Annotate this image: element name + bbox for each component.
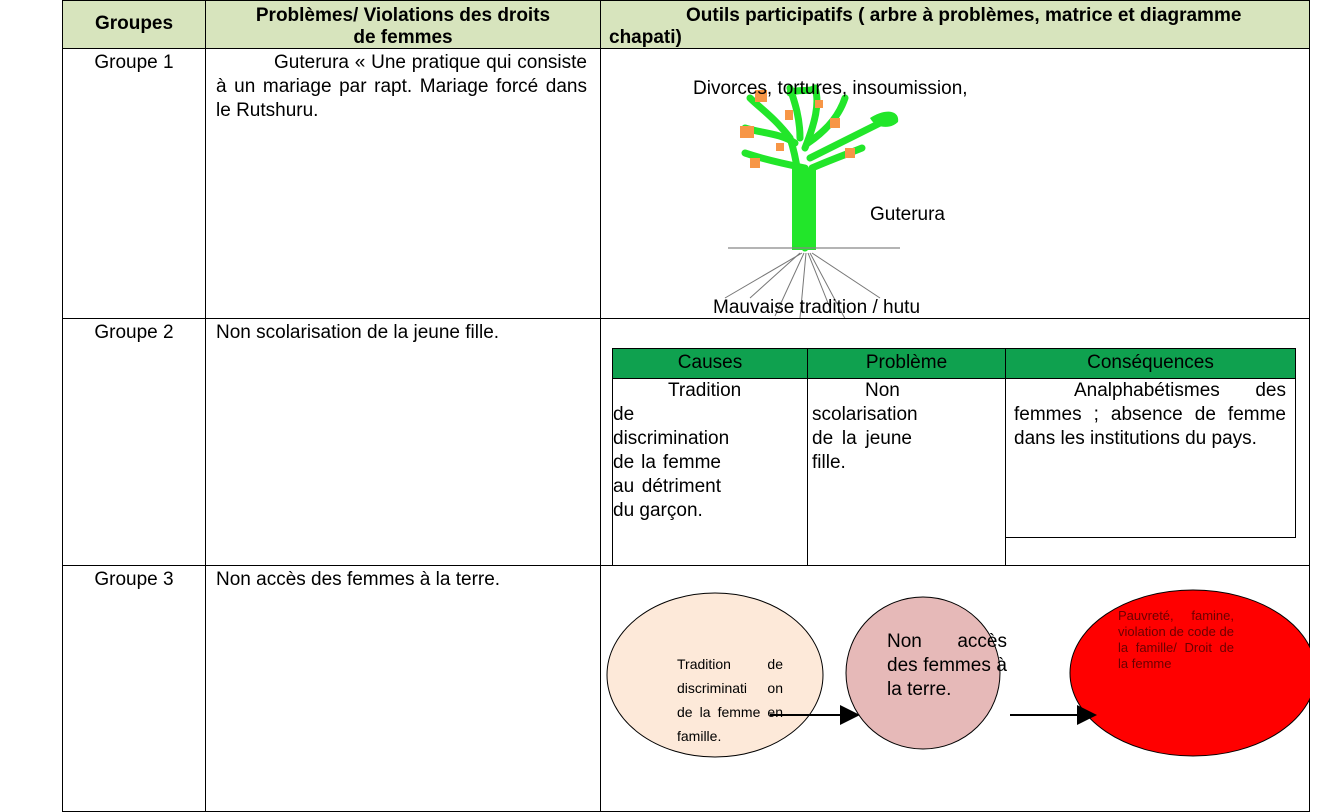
header-cell: Groupes xyxy=(62,0,206,49)
matrix-cell: Non scolarisation de la jeune fille. xyxy=(807,378,1006,566)
group-cell: Groupe 1 xyxy=(62,48,206,319)
problem-cell: Non scolarisation de la jeune fille. xyxy=(205,318,601,566)
matrix-header-text: Conséquences xyxy=(1087,352,1214,373)
tree-trunk-label: Guterura xyxy=(870,204,945,225)
problem-text: Non accès des femmes à la terre. xyxy=(216,569,501,590)
tree-fruits xyxy=(740,90,855,168)
group-cell: Groupe 2 xyxy=(62,318,206,566)
header-cell: Outils participatifs ( arbre à problèmes… xyxy=(600,0,1310,49)
circle-text: Non accès des femmes à la terre. xyxy=(887,631,1007,700)
problem-cell: Non accès des femmes à la terre. xyxy=(205,565,601,812)
group-label: Groupe 1 xyxy=(94,52,174,73)
circle-consequence xyxy=(1069,589,1310,757)
chapati-diagram xyxy=(606,589,1310,758)
matrix-header-text: Problème xyxy=(865,352,948,373)
circle-text: Tradition de discriminati on de la femme… xyxy=(677,656,783,744)
tree-top-label: Divorces, tortures, insoumission, xyxy=(693,78,968,99)
header-text: Groupes xyxy=(94,13,174,34)
tree-roots xyxy=(724,252,881,319)
tree-trunk xyxy=(792,168,816,250)
group-label: Groupe 2 xyxy=(94,322,174,343)
matrix-header-text: Causes xyxy=(677,352,743,373)
matrix-header: Conséquences xyxy=(1005,348,1296,379)
circle-problem xyxy=(845,596,1001,750)
header-text: Problèmes/ Violations des droits de femm… xyxy=(255,5,551,48)
matrix-text: Non scolarisation de la jeune fille. xyxy=(812,380,918,473)
circle-cause xyxy=(606,592,824,758)
tree-roots-label: Mauvaise tradition / hutu xyxy=(713,297,920,318)
problem-text: Non scolarisation de la jeune fille. xyxy=(216,322,500,343)
group-label: Groupe 3 xyxy=(94,569,174,590)
matrix-cell: Tradition de discrimination de la femme … xyxy=(612,378,808,566)
tree-leaf xyxy=(870,111,899,127)
matrix-text: Analphabétismes des femmes ; absence de … xyxy=(1014,380,1286,449)
problem-text: Guterura « Une pratique qui consiste à u… xyxy=(216,52,587,121)
matrix-header: Problème xyxy=(807,348,1006,379)
problem-cell: Guterura « Une pratique qui consiste à u… xyxy=(205,48,601,319)
group-cell: Groupe 3 xyxy=(62,565,206,812)
tree-branches xyxy=(741,84,884,252)
matrix-header: Causes xyxy=(612,348,808,379)
matrix-cell: Analphabétismes des femmes ; absence de … xyxy=(1005,378,1296,538)
header-cell: Problèmes/ Violations des droits de femm… xyxy=(205,0,601,49)
problem-tree: Divorces, tortures, insoumission, Guteru… xyxy=(693,78,968,319)
matrix-text: Tradition de discrimination de la femme … xyxy=(613,380,742,521)
header-text: Outils participatifs ( arbre à problèmes… xyxy=(609,5,1242,48)
circle-text: Pauvreté, famine, violation de code de l… xyxy=(1118,608,1234,671)
